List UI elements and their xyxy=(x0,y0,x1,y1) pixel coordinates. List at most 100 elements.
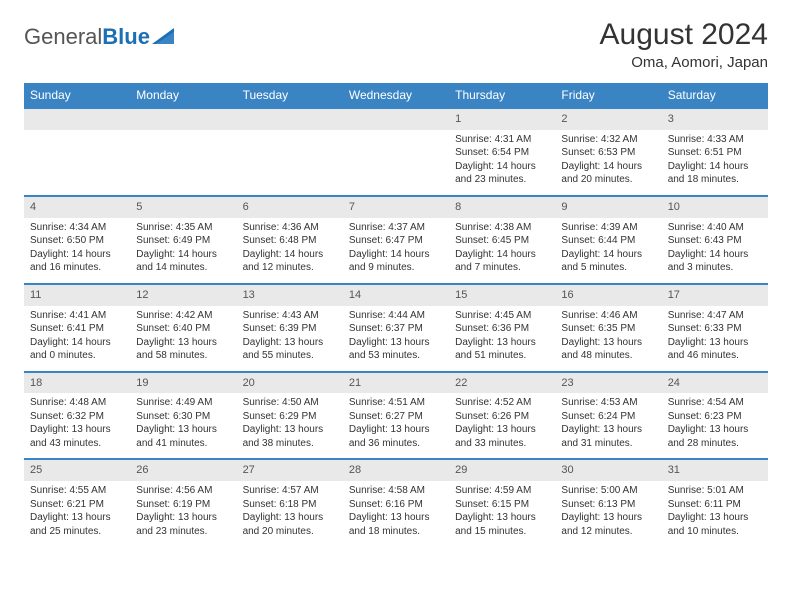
day-number-cell: 29 xyxy=(449,459,555,481)
info-row: Sunrise: 4:55 AMSunset: 6:21 PMDaylight:… xyxy=(24,481,768,547)
day-number-cell: 18 xyxy=(24,372,130,394)
sunrise-text: Sunrise: 4:45 AM xyxy=(455,309,549,323)
day-info-cell: Sunrise: 4:35 AMSunset: 6:49 PMDaylight:… xyxy=(130,218,236,284)
brand-logo: GeneralBlue xyxy=(24,18,174,50)
calendar-body: 123Sunrise: 4:31 AMSunset: 6:54 PMDaylig… xyxy=(24,108,768,547)
day-info-cell: Sunrise: 4:33 AMSunset: 6:51 PMDaylight:… xyxy=(662,130,768,196)
sunset-text: Sunset: 6:16 PM xyxy=(349,498,443,512)
sunset-text: Sunset: 6:43 PM xyxy=(668,234,762,248)
day-number-cell xyxy=(237,108,343,130)
sunset-text: Sunset: 6:23 PM xyxy=(668,410,762,424)
day-header: Monday xyxy=(130,83,236,108)
day-number-cell: 19 xyxy=(130,372,236,394)
daylight-text: Daylight: 13 hours and 25 minutes. xyxy=(30,511,124,538)
sunset-text: Sunset: 6:24 PM xyxy=(561,410,655,424)
day-info-cell: Sunrise: 5:01 AMSunset: 6:11 PMDaylight:… xyxy=(662,481,768,547)
day-info-cell: Sunrise: 4:40 AMSunset: 6:43 PMDaylight:… xyxy=(662,218,768,284)
daylight-text: Daylight: 13 hours and 31 minutes. xyxy=(561,423,655,450)
sunset-text: Sunset: 6:40 PM xyxy=(136,322,230,336)
daylight-text: Daylight: 14 hours and 5 minutes. xyxy=(561,248,655,275)
day-number-cell: 17 xyxy=(662,284,768,306)
daylight-text: Daylight: 13 hours and 36 minutes. xyxy=(349,423,443,450)
sunrise-text: Sunrise: 4:50 AM xyxy=(243,396,337,410)
daylight-text: Daylight: 13 hours and 10 minutes. xyxy=(668,511,762,538)
day-info-cell: Sunrise: 4:32 AMSunset: 6:53 PMDaylight:… xyxy=(555,130,661,196)
sunrise-text: Sunrise: 4:49 AM xyxy=(136,396,230,410)
info-row: Sunrise: 4:48 AMSunset: 6:32 PMDaylight:… xyxy=(24,393,768,459)
sunrise-text: Sunrise: 4:58 AM xyxy=(349,484,443,498)
daylight-text: Daylight: 13 hours and 55 minutes. xyxy=(243,336,337,363)
day-info-cell: Sunrise: 4:56 AMSunset: 6:19 PMDaylight:… xyxy=(130,481,236,547)
sunset-text: Sunset: 6:35 PM xyxy=(561,322,655,336)
day-info-cell: Sunrise: 4:34 AMSunset: 6:50 PMDaylight:… xyxy=(24,218,130,284)
daylight-text: Daylight: 13 hours and 18 minutes. xyxy=(349,511,443,538)
day-number-cell: 5 xyxy=(130,196,236,218)
sunset-text: Sunset: 6:51 PM xyxy=(668,146,762,160)
day-number-cell: 25 xyxy=(24,459,130,481)
daylight-text: Daylight: 13 hours and 38 minutes. xyxy=(243,423,337,450)
day-number-cell xyxy=(130,108,236,130)
info-row: Sunrise: 4:41 AMSunset: 6:41 PMDaylight:… xyxy=(24,306,768,372)
daylight-text: Daylight: 13 hours and 23 minutes. xyxy=(136,511,230,538)
day-info-cell: Sunrise: 4:36 AMSunset: 6:48 PMDaylight:… xyxy=(237,218,343,284)
day-number-cell: 14 xyxy=(343,284,449,306)
sunrise-text: Sunrise: 4:54 AM xyxy=(668,396,762,410)
daylight-text: Daylight: 14 hours and 9 minutes. xyxy=(349,248,443,275)
day-info-cell: Sunrise: 4:52 AMSunset: 6:26 PMDaylight:… xyxy=(449,393,555,459)
day-number-cell: 1 xyxy=(449,108,555,130)
day-header: Wednesday xyxy=(343,83,449,108)
sunset-text: Sunset: 6:29 PM xyxy=(243,410,337,424)
sunset-text: Sunset: 6:30 PM xyxy=(136,410,230,424)
day-number-cell: 27 xyxy=(237,459,343,481)
daylight-text: Daylight: 13 hours and 43 minutes. xyxy=(30,423,124,450)
sunrise-text: Sunrise: 4:43 AM xyxy=(243,309,337,323)
day-header: Friday xyxy=(555,83,661,108)
sunrise-text: Sunrise: 4:46 AM xyxy=(561,309,655,323)
sunrise-text: Sunrise: 4:51 AM xyxy=(349,396,443,410)
day-number-cell: 15 xyxy=(449,284,555,306)
sunrise-text: Sunrise: 5:00 AM xyxy=(561,484,655,498)
day-header: Sunday xyxy=(24,83,130,108)
day-info-cell: Sunrise: 4:54 AMSunset: 6:23 PMDaylight:… xyxy=(662,393,768,459)
daylight-text: Daylight: 13 hours and 28 minutes. xyxy=(668,423,762,450)
sunrise-text: Sunrise: 4:44 AM xyxy=(349,309,443,323)
day-info-cell: Sunrise: 4:39 AMSunset: 6:44 PMDaylight:… xyxy=(555,218,661,284)
day-info-cell: Sunrise: 4:45 AMSunset: 6:36 PMDaylight:… xyxy=(449,306,555,372)
sunrise-text: Sunrise: 4:42 AM xyxy=(136,309,230,323)
sunrise-text: Sunrise: 4:40 AM xyxy=(668,221,762,235)
daylight-text: Daylight: 13 hours and 46 minutes. xyxy=(668,336,762,363)
day-info-cell: Sunrise: 4:38 AMSunset: 6:45 PMDaylight:… xyxy=(449,218,555,284)
day-number-cell xyxy=(343,108,449,130)
day-info-cell: Sunrise: 4:59 AMSunset: 6:15 PMDaylight:… xyxy=(449,481,555,547)
day-info-cell: Sunrise: 4:42 AMSunset: 6:40 PMDaylight:… xyxy=(130,306,236,372)
day-number-cell: 10 xyxy=(662,196,768,218)
day-info-cell: Sunrise: 4:31 AMSunset: 6:54 PMDaylight:… xyxy=(449,130,555,196)
calendar-table: SundayMondayTuesdayWednesdayThursdayFrid… xyxy=(24,83,768,547)
day-info-cell: Sunrise: 4:46 AMSunset: 6:35 PMDaylight:… xyxy=(555,306,661,372)
daylight-text: Daylight: 14 hours and 3 minutes. xyxy=(668,248,762,275)
daylight-text: Daylight: 13 hours and 12 minutes. xyxy=(561,511,655,538)
month-title: August 2024 xyxy=(600,18,768,52)
day-header: Thursday xyxy=(449,83,555,108)
day-info-cell: Sunrise: 4:51 AMSunset: 6:27 PMDaylight:… xyxy=(343,393,449,459)
sunset-text: Sunset: 6:49 PM xyxy=(136,234,230,248)
day-info-cell: Sunrise: 4:58 AMSunset: 6:16 PMDaylight:… xyxy=(343,481,449,547)
sunset-text: Sunset: 6:21 PM xyxy=(30,498,124,512)
sunrise-text: Sunrise: 4:34 AM xyxy=(30,221,124,235)
info-row: Sunrise: 4:34 AMSunset: 6:50 PMDaylight:… xyxy=(24,218,768,284)
day-info-cell: Sunrise: 4:37 AMSunset: 6:47 PMDaylight:… xyxy=(343,218,449,284)
sunset-text: Sunset: 6:41 PM xyxy=(30,322,124,336)
sunset-text: Sunset: 6:11 PM xyxy=(668,498,762,512)
day-number-cell: 22 xyxy=(449,372,555,394)
day-info-cell: Sunrise: 4:43 AMSunset: 6:39 PMDaylight:… xyxy=(237,306,343,372)
day-info-cell: Sunrise: 4:41 AMSunset: 6:41 PMDaylight:… xyxy=(24,306,130,372)
daylight-text: Daylight: 14 hours and 7 minutes. xyxy=(455,248,549,275)
day-info-cell: Sunrise: 5:00 AMSunset: 6:13 PMDaylight:… xyxy=(555,481,661,547)
day-info-cell xyxy=(24,130,130,196)
day-number-cell: 11 xyxy=(24,284,130,306)
sunrise-text: Sunrise: 4:36 AM xyxy=(243,221,337,235)
brand-part2: Blue xyxy=(102,24,150,50)
day-info-cell: Sunrise: 4:49 AMSunset: 6:30 PMDaylight:… xyxy=(130,393,236,459)
info-row: Sunrise: 4:31 AMSunset: 6:54 PMDaylight:… xyxy=(24,130,768,196)
sunset-text: Sunset: 6:48 PM xyxy=(243,234,337,248)
